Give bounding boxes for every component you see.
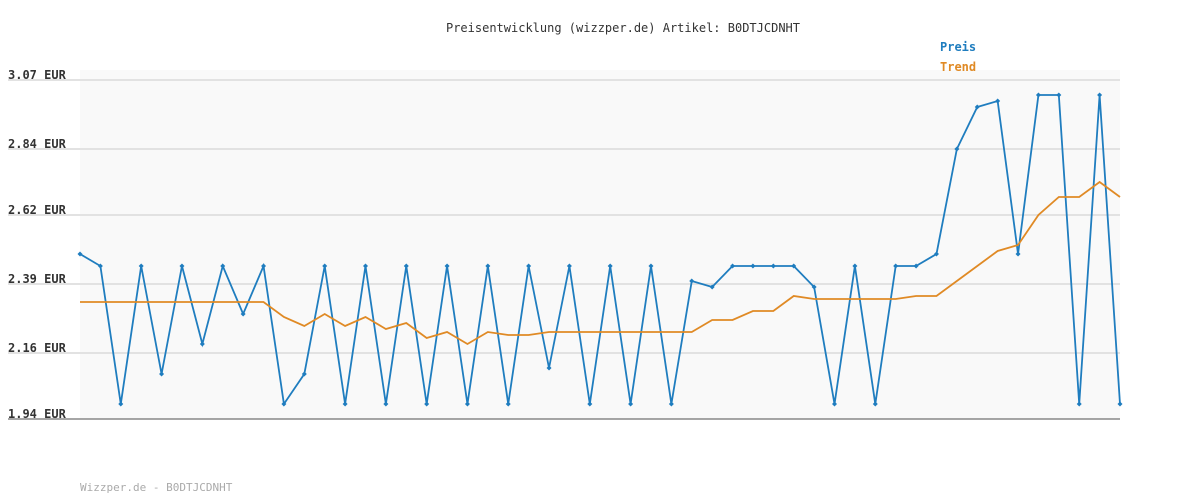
point-marker <box>261 263 267 269</box>
point-marker <box>689 278 695 284</box>
point-marker <box>1056 92 1062 98</box>
point-marker <box>750 263 756 269</box>
plot-area <box>80 70 1120 419</box>
point-marker <box>505 401 511 407</box>
point-marker <box>852 263 858 269</box>
legend-label: Trend <box>940 60 976 74</box>
point-marker <box>138 263 144 269</box>
point-marker <box>383 401 389 407</box>
y-tick-label: 1.94 EUR <box>8 407 67 421</box>
point-marker <box>281 401 287 407</box>
footer: Wizzper.de - B0DTJCDNHT <box>80 481 233 494</box>
point-marker <box>424 401 430 407</box>
point-marker <box>933 251 939 257</box>
y-tick-label: 2.84 EUR <box>8 137 67 151</box>
point-marker <box>954 146 960 152</box>
point-marker <box>648 263 654 269</box>
point-marker <box>995 98 1001 104</box>
point-marker <box>220 263 226 269</box>
point-marker <box>709 284 715 290</box>
point-marker <box>1117 401 1123 407</box>
point-marker <box>566 263 572 269</box>
point-marker <box>1015 251 1021 257</box>
point-marker <box>342 401 348 407</box>
point-marker <box>832 401 838 407</box>
point-marker <box>526 263 532 269</box>
point-marker <box>872 401 878 407</box>
point-marker <box>301 371 307 377</box>
point-marker <box>322 263 328 269</box>
point-marker <box>668 401 674 407</box>
point-marker <box>607 263 613 269</box>
point-marker <box>811 284 817 290</box>
point-marker <box>118 401 124 407</box>
point-marker <box>77 251 83 257</box>
series-line <box>80 180 1121 346</box>
point-marker <box>464 401 470 407</box>
point-marker <box>587 401 593 407</box>
point-marker <box>403 263 409 269</box>
point-marker <box>179 263 185 269</box>
point-marker <box>444 263 450 269</box>
y-tick-label: 3.07 EUR <box>8 68 67 82</box>
point-marker <box>1097 92 1103 98</box>
point-marker <box>913 263 919 269</box>
point-marker <box>1076 401 1082 407</box>
point-marker <box>362 263 368 269</box>
point-marker <box>199 341 205 347</box>
y-tick-label: 2.39 EUR <box>8 272 67 286</box>
point-marker <box>240 311 246 317</box>
point-marker <box>770 263 776 269</box>
point-marker <box>159 371 165 377</box>
point-marker <box>1035 92 1041 98</box>
point-marker <box>730 263 736 269</box>
legend-label: Preis <box>940 40 976 54</box>
point-marker <box>974 104 980 110</box>
point-marker <box>628 401 634 407</box>
point-marker <box>893 263 899 269</box>
y-tick-label: 2.16 EUR <box>8 341 67 355</box>
y-tick-label: 2.62 EUR <box>8 203 67 217</box>
point-marker <box>546 365 552 371</box>
chart-title: Preisentwicklung (wizzper.de) Artikel: B… <box>446 21 800 35</box>
series-line <box>79 94 1121 407</box>
point-marker <box>97 263 103 269</box>
point-marker <box>791 263 797 269</box>
point-marker <box>485 263 491 269</box>
